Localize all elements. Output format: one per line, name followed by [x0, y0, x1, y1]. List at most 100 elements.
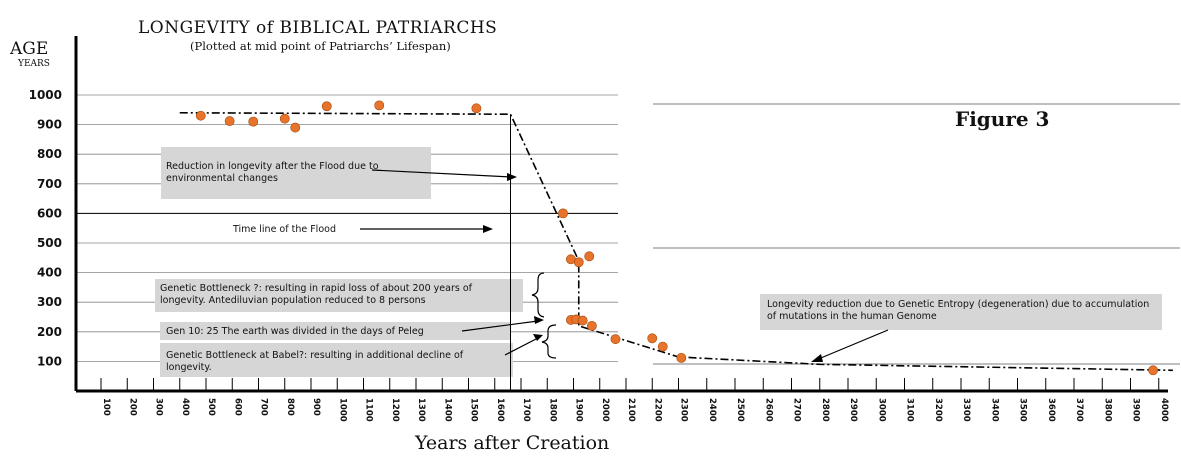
data-point	[374, 100, 385, 111]
x-tick-label: 2700	[792, 398, 802, 422]
note-flood-reduction: Reduction in longevity after the Flood d…	[166, 161, 382, 184]
arrow-babel	[504, 337, 539, 356]
y-tick-label: 300	[37, 295, 62, 309]
y-tick-label: 900	[37, 118, 62, 132]
x-tick-label: 900	[311, 398, 321, 416]
arrowhead	[534, 316, 544, 324]
data-point	[573, 257, 584, 268]
arrowhead	[811, 354, 823, 362]
y-tick-label: 500	[37, 236, 62, 250]
x-tick-label: 2500	[735, 398, 745, 422]
x-tick-label: 3200	[933, 398, 943, 422]
y-tick-label: 200	[37, 325, 62, 339]
brace-babel	[541, 324, 557, 359]
x-tick-label: 3000	[876, 398, 886, 422]
note-line: longevity.	[166, 362, 212, 373]
data-point	[1148, 365, 1158, 376]
x-tick-label: 3700	[1074, 398, 1084, 422]
note-box-flood-reduction	[161, 147, 431, 199]
note-box-bottleneck	[155, 279, 523, 312]
x-tick-label: 200	[127, 398, 137, 416]
x-tick-label: 1500	[469, 398, 479, 422]
arrow-entropy	[815, 329, 889, 361]
data-point	[577, 315, 588, 326]
data-point	[584, 251, 595, 262]
annotation-arrows	[360, 169, 889, 362]
note-box-babel	[160, 343, 513, 377]
x-tick-label: 1800	[547, 398, 557, 422]
x-tick-label: 1600	[495, 398, 505, 422]
x-tick-label: 2900	[848, 398, 858, 422]
note-line: Genetic Bottleneck at Babel?: resulting …	[166, 350, 464, 361]
y-tick-label: 400	[37, 266, 62, 280]
x-tick-label: 2200	[652, 398, 662, 422]
x-tick-label: 2800	[820, 398, 830, 422]
note-box-entropy	[760, 294, 1162, 330]
note-flood-timeline: Time line of the Flood	[232, 224, 336, 235]
x-tick-label: 2100	[626, 398, 636, 422]
figure-label: Figure 3	[955, 107, 1049, 131]
arrowhead	[483, 225, 493, 233]
note-line: Genetic Bottleneck ?: resulting in rapid…	[160, 283, 473, 294]
x-tick-label: 1000	[337, 398, 347, 422]
x-tick-label: 1300	[416, 398, 426, 422]
x-tick-label: 3100	[905, 398, 915, 422]
gridlines	[76, 94, 1180, 365]
brace-bottleneck	[531, 272, 545, 318]
trend-dash-dot-line	[179, 111, 1173, 372]
x-axis-label: Years after Creation	[414, 432, 609, 454]
y-tick-label: 100	[37, 354, 62, 368]
y-ticks: 100 200 300 400 500 600 700 800 900 1000	[29, 88, 62, 368]
data-point	[558, 208, 568, 219]
arrowhead	[533, 334, 543, 341]
x-tick-label: 4000	[1159, 398, 1169, 422]
note-entropy: Longevity reduction due to Genetic Entro…	[767, 299, 1149, 322]
arrow-peleg	[461, 320, 539, 332]
data-point	[610, 334, 621, 345]
y-tick-label: 600	[37, 206, 62, 220]
trend-line	[179, 111, 1173, 372]
y-axis-label: AGE	[9, 39, 48, 59]
data-point	[195, 110, 206, 121]
y-tick-label: 700	[37, 177, 62, 191]
x-tick-label: 100	[101, 398, 111, 416]
x-tick-label: 800	[285, 398, 295, 416]
arrowhead	[507, 173, 517, 181]
y-tick-label: 800	[37, 147, 62, 161]
x-tick-label: 1400	[442, 398, 452, 422]
data-point	[248, 116, 259, 127]
data-point	[224, 116, 235, 126]
note-babel: Genetic Bottleneck at Babel?: resulting …	[166, 350, 464, 373]
data-points	[195, 100, 1158, 376]
x-tick-label: 300	[154, 398, 164, 416]
x-tick-label: 3500	[1018, 398, 1028, 422]
chart-title: LONGEVITY of BIBLICAL PATRIARCHS	[138, 18, 497, 38]
note-box-peleg	[160, 322, 510, 340]
data-point	[471, 103, 482, 114]
chart-subtitle: (Plotted at mid point of Patriarchs’ Lif…	[190, 39, 451, 53]
x-tick-label: 1200	[390, 398, 400, 422]
data-point	[290, 122, 301, 133]
x-tick-label: 3400	[989, 398, 999, 422]
note-line: environmental changes	[166, 173, 278, 184]
data-point	[647, 333, 658, 344]
x-tick-label: 3900	[1131, 398, 1141, 422]
x-tick-label: 700	[259, 398, 269, 416]
x-tick-label: 2300	[679, 398, 689, 422]
x-tick-label: 500	[206, 398, 216, 416]
x-tick-label: 400	[180, 398, 190, 416]
x-tick-label: 600	[232, 398, 242, 416]
note-peleg: Gen 10: 25 The earth was divided in the …	[166, 326, 424, 337]
note-line: longevity. Antediluvian population reduc…	[160, 295, 426, 306]
x-tick-label: 1700	[521, 398, 531, 422]
x-tick-label: 3300	[961, 398, 971, 422]
x-tick-label: 2000	[600, 398, 610, 422]
y-tick-label: 1000	[29, 88, 62, 102]
data-point	[676, 352, 687, 363]
x-tick-label: 3800	[1102, 398, 1112, 422]
x-tick-label: 1900	[574, 398, 584, 422]
x-tick-label: 3600	[1046, 398, 1056, 422]
data-point	[586, 320, 597, 331]
data-point	[279, 113, 290, 124]
